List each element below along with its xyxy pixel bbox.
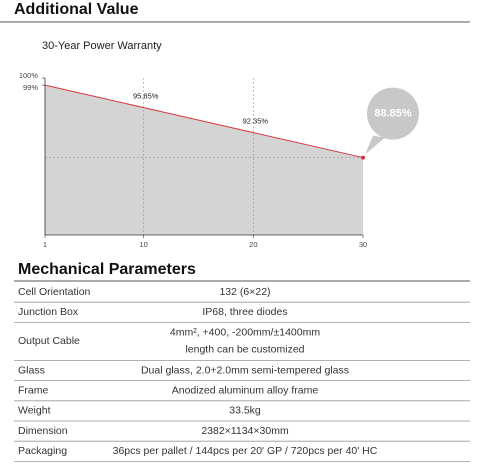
row-value: 132 (6×22) xyxy=(219,286,270,298)
row-value: 4mm², +400, -200mm/±1400mm xyxy=(170,327,320,339)
row-label: Dimension xyxy=(18,425,68,437)
x-tick-label: 10 xyxy=(140,240,148,249)
x-tick-label: 1 xyxy=(43,240,47,249)
callout-bubble xyxy=(367,87,419,140)
end-point xyxy=(361,155,365,160)
row-label: Glass xyxy=(18,364,45,376)
row-label: Output Cable xyxy=(18,335,80,347)
row-label: Frame xyxy=(18,384,48,396)
callout-tail xyxy=(365,135,385,155)
value-label: 95.85% xyxy=(133,92,159,101)
y-tick-label: 100% xyxy=(19,71,39,80)
x-tick-label: 20 xyxy=(249,240,257,249)
heading: Additional Value xyxy=(14,1,139,18)
row-label: Packaging xyxy=(18,445,67,457)
row-value: length can be customized xyxy=(185,344,304,356)
row-value: IP68, three diodes xyxy=(202,306,287,318)
row-value: Dual glass, 2.0+2.0mm semi-tempered glas… xyxy=(141,364,349,376)
value-label: 88.85% xyxy=(374,107,412,119)
x-tick-label: 30 xyxy=(359,240,367,249)
row-value: Anodized aluminum alloy frame xyxy=(172,384,319,396)
row-label: Weight xyxy=(18,405,51,417)
row-value: 33.5kg xyxy=(229,405,261,417)
row-label: Cell Orientation xyxy=(18,286,91,298)
value-label: 92.35% xyxy=(243,117,269,126)
row-value: 36pcs per pallet / 144pcs per 20' GP / 7… xyxy=(113,445,378,457)
series-line xyxy=(44,84,364,159)
row-value: 2382×1134×30mm xyxy=(201,425,289,437)
y-tick-label: 99% xyxy=(23,83,38,92)
chart-title: 30-Year Power Warranty xyxy=(42,40,162,52)
section-heading: Mechanical Parameters xyxy=(18,261,196,278)
row-label: Junction Box xyxy=(18,306,79,318)
area xyxy=(45,85,363,236)
